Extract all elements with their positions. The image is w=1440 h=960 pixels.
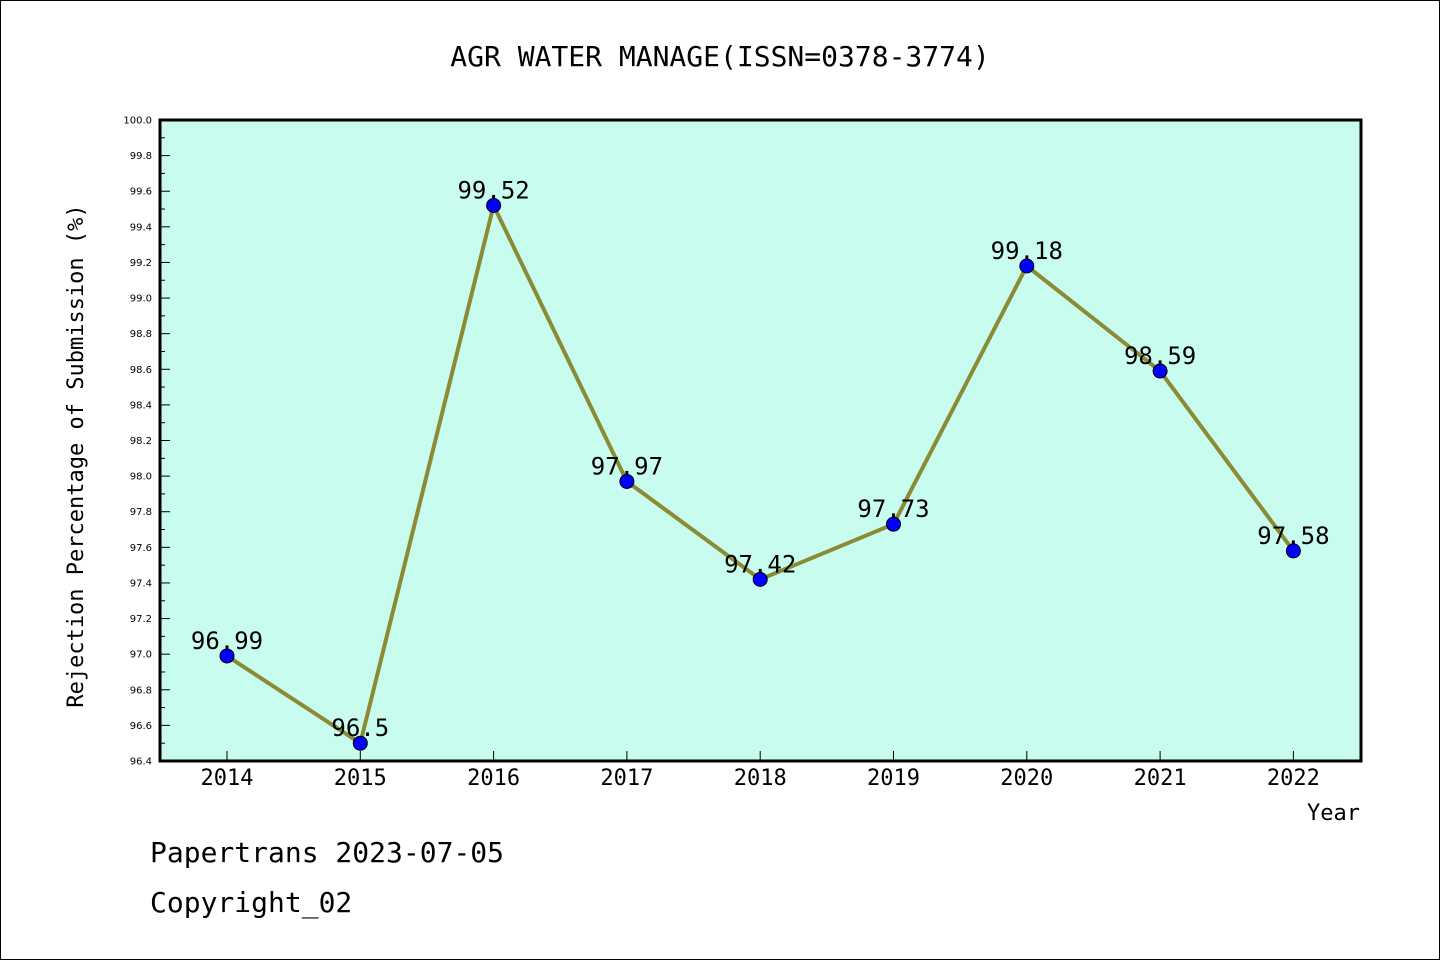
- footer-copyright: Copyright_02: [150, 886, 353, 919]
- x-tick-label: 2020: [1000, 766, 1053, 791]
- x-tick-label: 2014: [201, 766, 254, 791]
- y-tick-label: 99.4: [130, 222, 152, 233]
- data-points: [219, 197, 1301, 751]
- y-tick-labels: 96.4 96.6 96.8 97.0 97.2 97.4 97.6 97.8 98.0 98.2…: [123, 116, 152, 768]
- y-tick-label: 96.8: [130, 685, 152, 696]
- y-tick-label: 97.0: [130, 650, 152, 661]
- y-tick-label: 99.8: [130, 151, 152, 162]
- y-tick-label: 97.6: [130, 543, 152, 554]
- data-point: [886, 516, 901, 532]
- y-tick-label: 96.6: [130, 721, 152, 732]
- plot-area: [160, 120, 1361, 761]
- x-tick-label: 2021: [1134, 766, 1187, 791]
- data-point: [752, 571, 768, 587]
- data-label: 97.97: [591, 452, 663, 480]
- plot-border: [158, 118, 1363, 763]
- y-tick-label: 99.0: [130, 294, 152, 305]
- y-tick-label: 97.4: [130, 578, 152, 589]
- data-point: [1152, 363, 1168, 379]
- y-tick-label: 97.8: [130, 507, 152, 518]
- x-tick-label: 2018: [734, 766, 787, 791]
- data-labels: 96.99 96.5 99.52 97.97 97.42 97.73 99.18 98.59 9…: [191, 176, 1330, 742]
- y-tick-label: 98.8: [130, 329, 152, 340]
- data-point: [486, 197, 502, 213]
- data-label: 99.52: [457, 176, 529, 204]
- y-tick-label: 98.4: [130, 400, 152, 411]
- x-tick-labels: 2014 2015 2016 2017 2018 2019 2020 2021 2022: [201, 766, 1320, 791]
- y-tick-label: 99.2: [130, 258, 152, 269]
- y-tick-label: 99.6: [130, 187, 152, 198]
- data-label: 97.73: [857, 495, 929, 523]
- data-label: 97.42: [724, 550, 796, 578]
- x-tick-label: 2022: [1267, 766, 1320, 791]
- data-point: [619, 473, 635, 489]
- data-label: 96.5: [331, 714, 389, 742]
- data-label: 99.18: [991, 237, 1063, 265]
- y-tick-label: 98.2: [130, 436, 152, 447]
- chart-title: AGR WATER MANAGE(ISSN=0378-3774): [450, 40, 989, 73]
- y-tick-label: 98.6: [130, 365, 152, 376]
- footer-date: Papertrans 2023-07-05: [150, 836, 505, 869]
- data-label: 97.58: [1257, 522, 1329, 550]
- x-tick-label: 2017: [600, 766, 653, 791]
- y-tick-label: 100.0: [123, 116, 152, 127]
- x-axis-label: Year: [1307, 801, 1360, 826]
- x-tick-label: 2019: [867, 766, 920, 791]
- data-point: [1019, 258, 1035, 274]
- y-tick-label: 96.4: [130, 757, 152, 768]
- data-label: 96.99: [191, 627, 263, 655]
- x-tick-label: 2016: [467, 766, 520, 791]
- data-point: [352, 735, 368, 751]
- y-tick-label: 97.2: [130, 614, 152, 625]
- x-tick-label: 2015: [334, 766, 387, 791]
- data-point: [1285, 543, 1301, 559]
- y-tick-label: 98.0: [130, 472, 152, 483]
- data-point: [219, 648, 235, 664]
- data-label: 98.59: [1124, 342, 1196, 370]
- y-axis-label: Rejection Percentage of Submission (%): [64, 204, 89, 707]
